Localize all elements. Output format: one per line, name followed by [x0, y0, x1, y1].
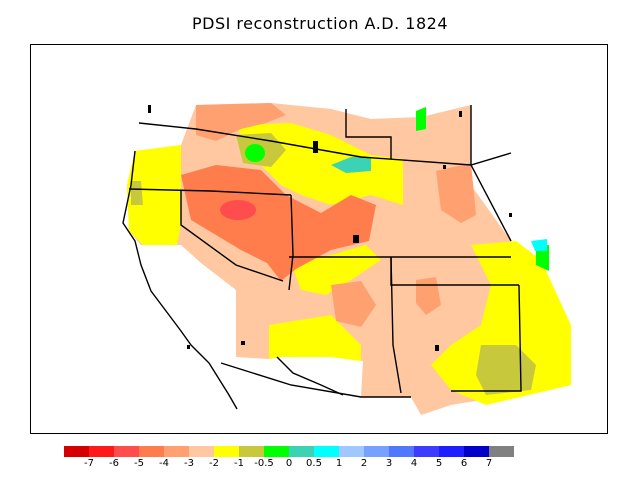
zone-cyan-colorado	[531, 239, 547, 251]
colorbar-swatch	[189, 446, 214, 457]
colorbar-tick-label: -5	[134, 458, 144, 469]
colorbar-swatch	[139, 446, 164, 457]
colorbar-swatch	[439, 446, 464, 457]
colorbar-swatch	[214, 446, 239, 457]
colorbar-swatch	[489, 446, 514, 457]
zone-yellow-west	[127, 145, 181, 245]
lake-mark	[509, 213, 512, 217]
colorbar-tick-label: 0.5	[306, 458, 322, 469]
lake-mark	[435, 345, 439, 351]
colorbar-tick-label: 0	[285, 458, 293, 469]
colorbar-swatch	[464, 446, 489, 457]
border-idaho-utah	[288, 194, 294, 291]
colorbar-tick-label: 3	[385, 458, 393, 469]
colorbar-tick-label: -1	[234, 458, 244, 469]
lake-mark	[443, 165, 446, 169]
colorbar-tick-label: -3	[184, 458, 194, 469]
colorbar-swatch	[114, 446, 139, 457]
zone-green-montana	[416, 107, 426, 131]
colorbar-swatch	[64, 446, 89, 457]
colorbar-tick-label: -0.5	[254, 458, 274, 469]
colorbar-swatch	[164, 446, 189, 457]
colorbar-swatch	[264, 446, 289, 457]
colorbar-tick-label: -2	[209, 458, 219, 469]
border-wyoming	[345, 109, 392, 159]
zone-orange-newmexico	[416, 277, 441, 315]
colorbar-tick-label: -4	[159, 458, 169, 469]
lake-mark	[241, 341, 245, 345]
colorbar-tick-label: 4	[410, 458, 418, 469]
colorbar-swatch	[289, 446, 314, 457]
zone-orange-colorado	[436, 163, 476, 223]
colorbar-tick-label: 1	[335, 458, 343, 469]
zone-yellow-south	[269, 315, 361, 361]
map-frame	[30, 44, 608, 434]
colorbar-tick-label: 7	[485, 458, 493, 469]
lake-mark	[148, 105, 151, 113]
zone-green-colorado	[536, 245, 549, 271]
zone-orange-arizona	[331, 281, 376, 327]
pdsi-map	[122, 103, 571, 415]
zone-orange-oregon	[196, 103, 286, 141]
border-mexico	[220, 362, 411, 398]
zone-olive-west	[131, 181, 143, 205]
lake-mark	[459, 111, 462, 117]
zone-orange-nevada-utah	[181, 165, 376, 281]
coastline-california	[122, 150, 210, 364]
zone-yellow-east	[431, 241, 571, 405]
coastline-gulf	[276, 356, 344, 396]
border-newmexico-texas	[451, 284, 522, 392]
lake-mark	[187, 345, 190, 349]
zone-teal-wyoming	[331, 157, 371, 173]
colorbar-tick-label: 2	[360, 458, 368, 469]
colorbar-swatch	[414, 446, 439, 457]
colorbar-tick-label: -6	[109, 458, 119, 469]
border-colorado-newmexico	[390, 257, 519, 286]
colorbar-swatch	[239, 446, 264, 457]
colorbar	[64, 446, 514, 457]
lake-mark	[313, 141, 318, 153]
colorbar-swatch	[314, 446, 339, 457]
colorbar-tick-label: 5	[435, 458, 443, 469]
colorbar-swatch	[389, 446, 414, 457]
colorbar-tick-label: 6	[460, 458, 468, 469]
colorbar-swatch	[364, 446, 389, 457]
border-oregon-california	[128, 188, 292, 196]
colorbar-swatch	[89, 446, 114, 457]
border-montana-dakota	[470, 105, 512, 242]
map-title: PDSI reconstruction A.D. 1824	[191, 14, 449, 33]
coastline-baja	[208, 362, 238, 410]
border-california-nevada	[180, 191, 284, 282]
lake-marks	[148, 105, 512, 351]
zone-green-idaho	[245, 144, 265, 162]
zone-red-nevada	[220, 200, 256, 220]
colorbar-tick-label: -7	[84, 458, 94, 469]
lake-mark	[353, 235, 359, 243]
colorbar-swatch	[339, 446, 364, 457]
border-arizona-newmexico	[390, 256, 402, 394]
